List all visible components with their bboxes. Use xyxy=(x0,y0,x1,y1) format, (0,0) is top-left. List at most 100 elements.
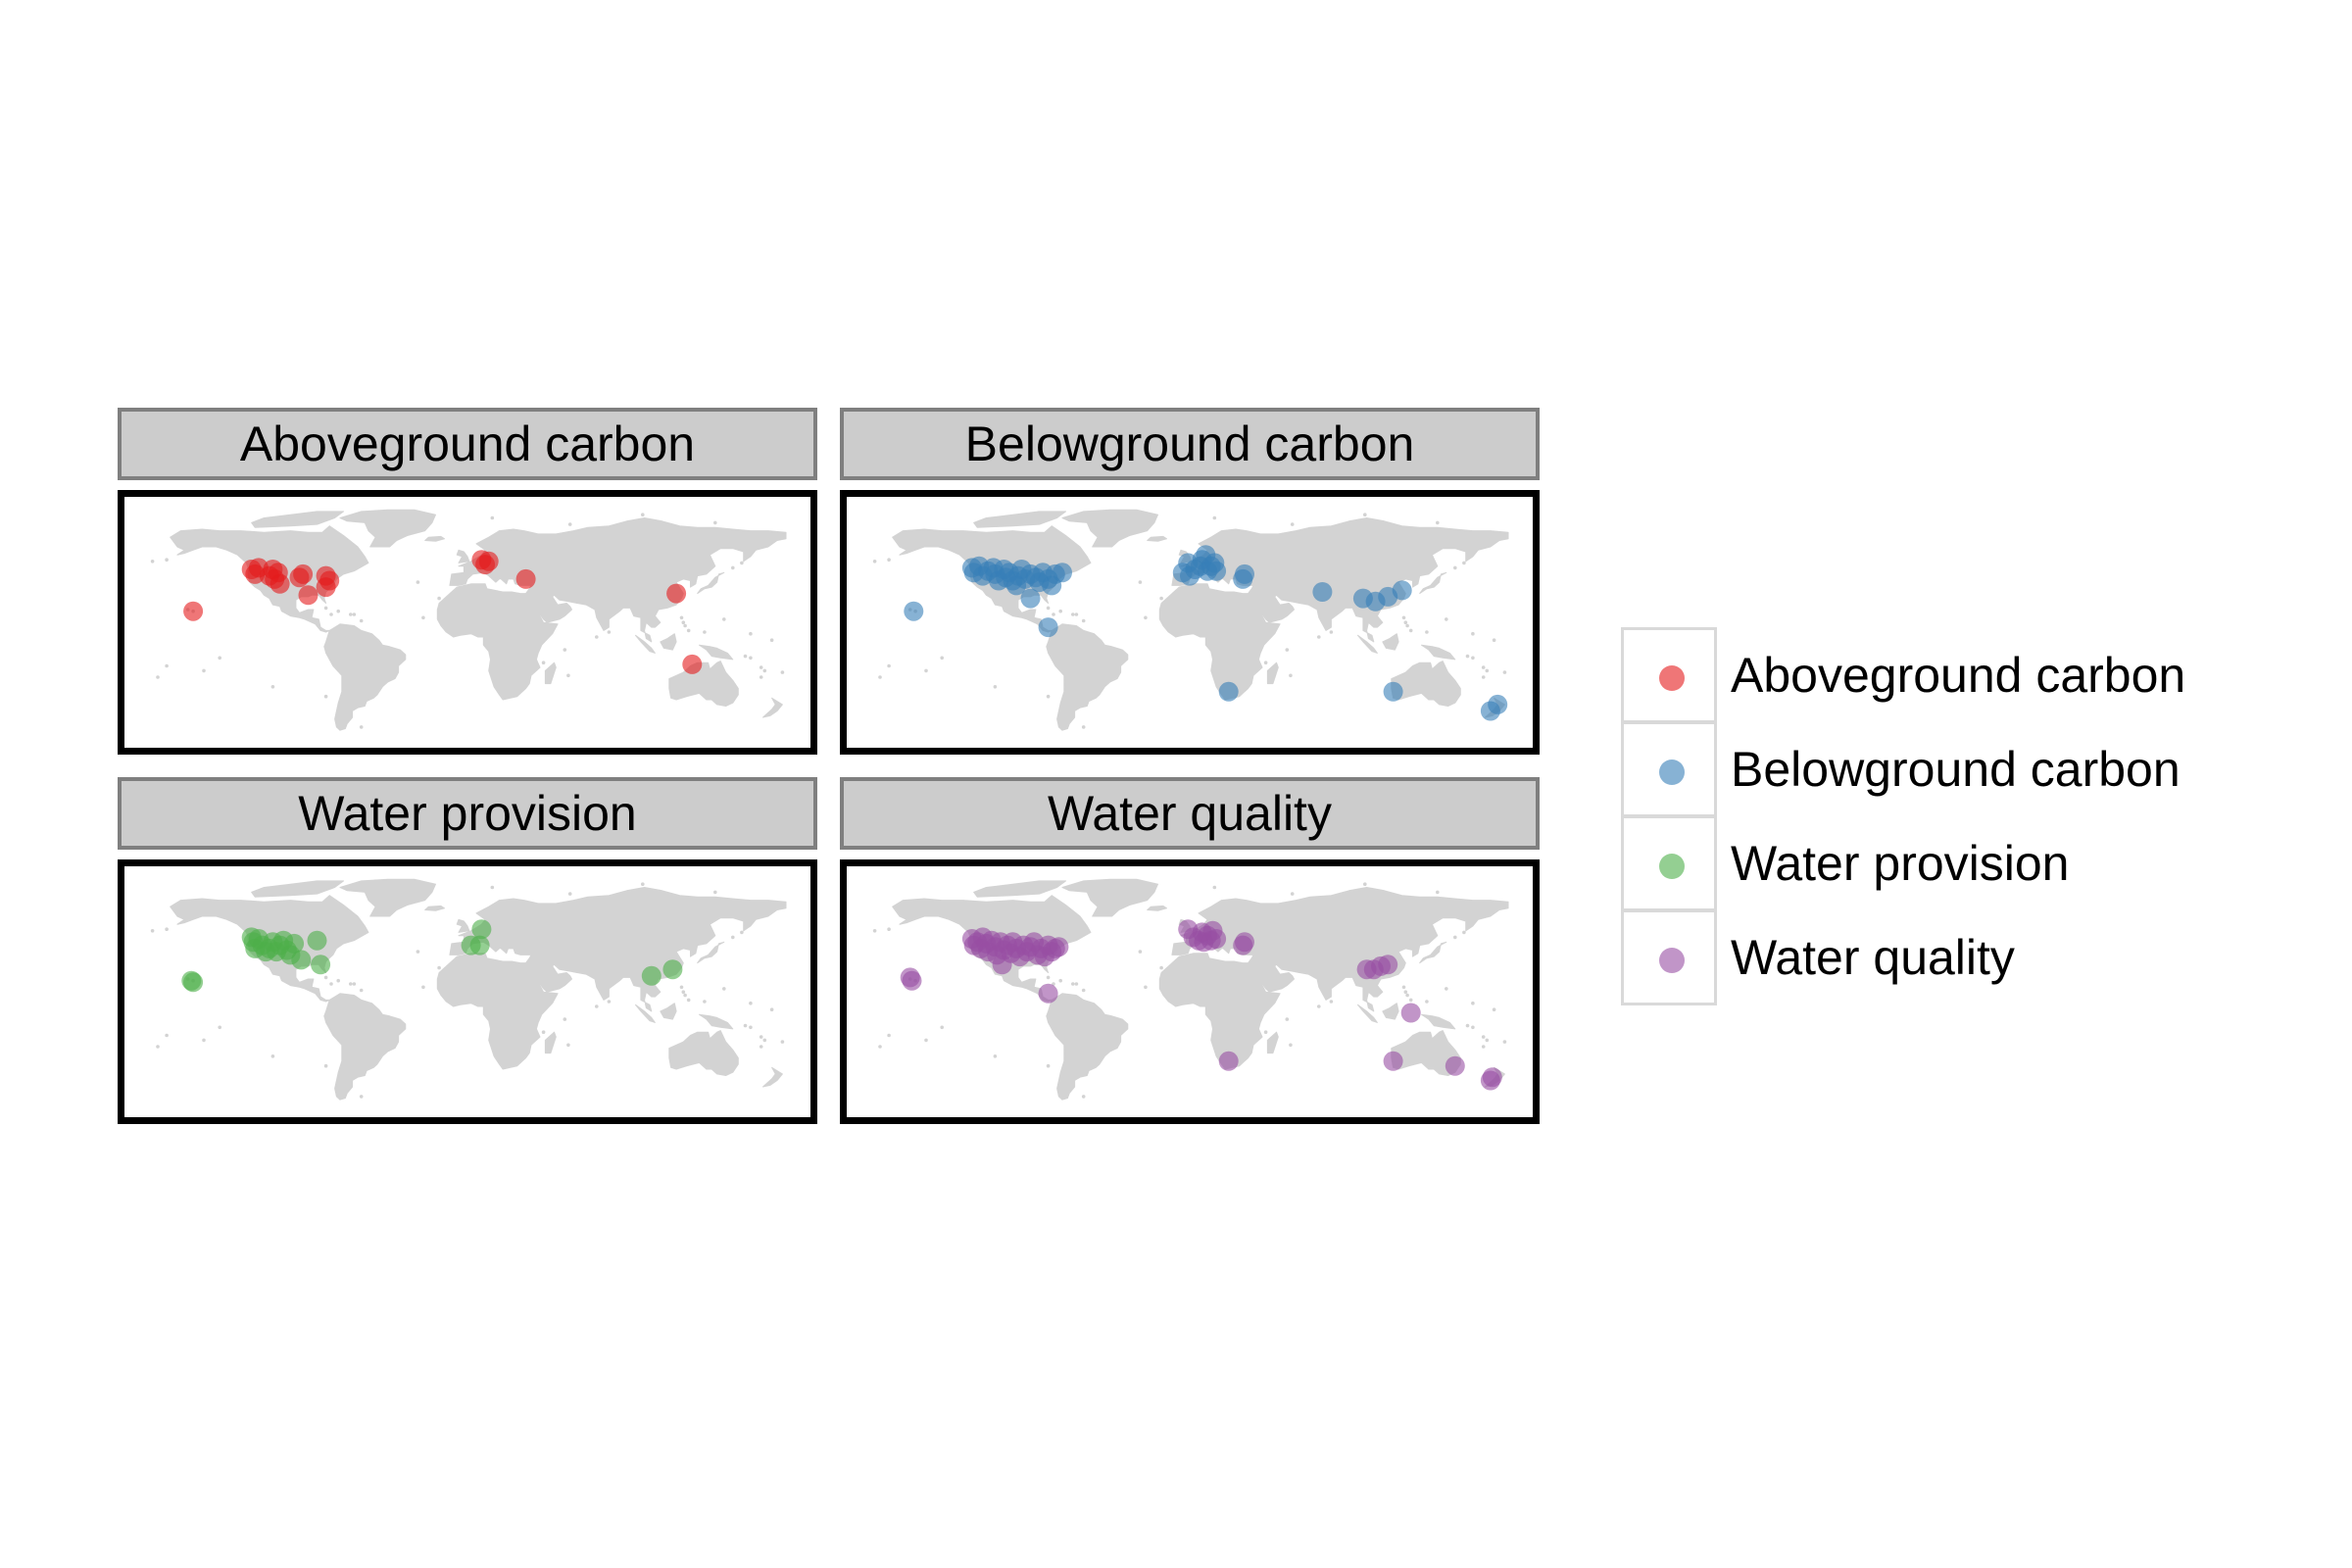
land-islet xyxy=(1485,668,1490,673)
land-islet xyxy=(878,1045,882,1049)
land-islet xyxy=(437,596,441,601)
site-point xyxy=(298,585,318,606)
land-islet xyxy=(359,1095,364,1099)
land-islet xyxy=(1071,612,1075,616)
facet-strip-title: Water provision xyxy=(118,777,817,850)
land-new-guinea xyxy=(699,1013,734,1030)
land-islet xyxy=(1285,648,1290,652)
land-layer xyxy=(872,878,1509,1101)
legend-label: Belowground carbon xyxy=(1731,742,2180,797)
site-point xyxy=(1053,563,1072,583)
land-islet xyxy=(329,982,333,986)
land-islet xyxy=(1401,615,1406,620)
land-islet xyxy=(743,654,748,659)
land-islet xyxy=(703,630,707,634)
land-islet xyxy=(329,612,333,616)
land-madagascar xyxy=(1266,1031,1279,1054)
land-islet xyxy=(1405,623,1409,628)
legend-label: Aboveground carbon xyxy=(1731,648,2186,703)
land-islet xyxy=(323,694,328,699)
land-islet xyxy=(759,665,763,669)
legend-label: Water provision xyxy=(1731,836,2070,891)
map-panel-water-quality xyxy=(840,859,1540,1124)
land-islet xyxy=(759,1045,763,1049)
land-africa xyxy=(1158,953,1281,1070)
land-islet xyxy=(1285,1017,1290,1021)
land-islet xyxy=(156,675,160,679)
land-islet xyxy=(713,520,717,525)
land-islet xyxy=(563,648,567,652)
land-eurasia xyxy=(1171,517,1509,643)
land-islet xyxy=(566,1043,570,1048)
land-islet xyxy=(1074,612,1079,616)
site-point xyxy=(1383,1051,1403,1071)
land-islet xyxy=(686,998,691,1003)
land-islet xyxy=(421,615,425,620)
land-islet xyxy=(1425,630,1429,634)
land-islet xyxy=(1329,630,1334,634)
land-islet xyxy=(1425,1000,1429,1004)
land-islet xyxy=(1471,631,1475,636)
land-new-zealand xyxy=(762,697,783,718)
land-iceland xyxy=(424,905,445,911)
land-eurasia xyxy=(449,517,787,643)
land-south-america xyxy=(1046,623,1129,731)
land-islet xyxy=(1436,520,1440,525)
land-islet xyxy=(683,993,687,998)
site-point xyxy=(469,935,490,956)
land-islet xyxy=(878,675,882,679)
site-point xyxy=(1038,983,1058,1004)
land-islet xyxy=(993,685,998,689)
land-islet xyxy=(713,890,717,895)
land-islet xyxy=(749,656,753,661)
land-islet xyxy=(1212,885,1217,890)
legend-key-belowground-carbon xyxy=(1621,721,1717,817)
site-point xyxy=(291,950,312,970)
land-south-america xyxy=(323,623,407,731)
site-point xyxy=(316,577,336,598)
land-arctic-islands xyxy=(973,511,1067,528)
site-point xyxy=(284,933,305,954)
land-islet xyxy=(1462,561,1466,565)
land-new-zealand xyxy=(762,1066,783,1088)
site-point xyxy=(1445,1055,1465,1076)
site-point xyxy=(1020,588,1041,609)
land-islet xyxy=(1363,513,1367,516)
land-islet xyxy=(887,558,891,562)
land-islet xyxy=(218,1025,221,1030)
land-islet xyxy=(416,580,420,584)
land-islet xyxy=(1481,665,1486,669)
land-islet xyxy=(1052,612,1055,616)
land-japan xyxy=(697,941,725,964)
land-islet xyxy=(336,978,340,983)
land-south-america xyxy=(1046,993,1129,1101)
legend-key-water-quality xyxy=(1621,909,1717,1005)
land-eurasia xyxy=(449,887,787,1012)
land-new-guinea xyxy=(699,644,734,661)
map-panel-aboveground-carbon xyxy=(118,490,817,755)
land-islet xyxy=(563,1017,567,1021)
land-islet xyxy=(641,882,645,886)
land-islet xyxy=(1074,982,1079,986)
land-islet xyxy=(1159,596,1163,601)
land-islet xyxy=(731,565,735,570)
facet-strip-title: Belowground carbon xyxy=(840,408,1540,480)
land-islet xyxy=(780,1040,785,1044)
land-islet xyxy=(887,1033,891,1038)
land-british-isles xyxy=(456,549,470,564)
land-islet xyxy=(359,725,364,729)
land-islet xyxy=(270,1054,275,1058)
land-islet xyxy=(1453,935,1457,940)
land-islet xyxy=(887,663,891,668)
site-point xyxy=(1206,929,1227,949)
land-iceland xyxy=(424,535,445,542)
land-islet xyxy=(872,929,877,933)
land-islet xyxy=(165,1033,169,1038)
land-islet xyxy=(1263,1030,1268,1034)
land-islet xyxy=(993,1054,998,1058)
site-point xyxy=(641,965,662,986)
world-map-water-quality xyxy=(872,878,1509,1101)
land-islet xyxy=(1289,1043,1293,1048)
site-point xyxy=(270,573,290,594)
land-islet xyxy=(1138,580,1143,584)
